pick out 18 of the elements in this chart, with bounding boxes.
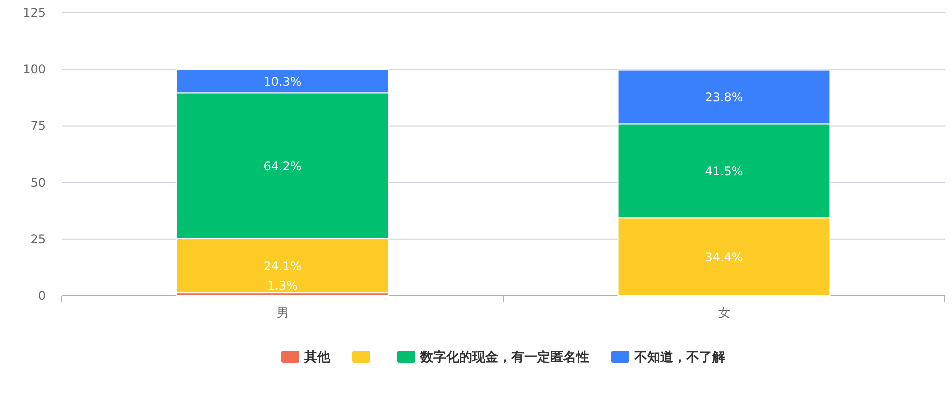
- legend-label: 不知道，不了解: [634, 350, 726, 366]
- y-tick-label: 0: [38, 289, 46, 303]
- y-tick-label: 100: [23, 62, 46, 77]
- legend-label: 其他: [304, 350, 332, 366]
- data-label: 24.1%: [264, 259, 302, 274]
- x-tick-label: 男: [276, 306, 289, 320]
- y-tick-label: 25: [30, 232, 46, 246]
- data-label: 1.3%: [268, 279, 298, 294]
- data-label: 23.8%: [705, 90, 744, 105]
- y-tick-label: 50: [30, 176, 46, 190]
- data-label: 41.5%: [705, 164, 744, 179]
- y-tick-label: 125: [23, 6, 46, 20]
- y-tick-label: 75: [30, 119, 46, 134]
- x-tick-label: 女: [718, 306, 730, 320]
- data-label: 64.2%: [264, 159, 302, 174]
- data-label: 34.4%: [705, 250, 744, 265]
- legend-label: 数字化的现金，有一定匿名性: [420, 350, 590, 366]
- data-label: 10.3%: [264, 74, 302, 89]
